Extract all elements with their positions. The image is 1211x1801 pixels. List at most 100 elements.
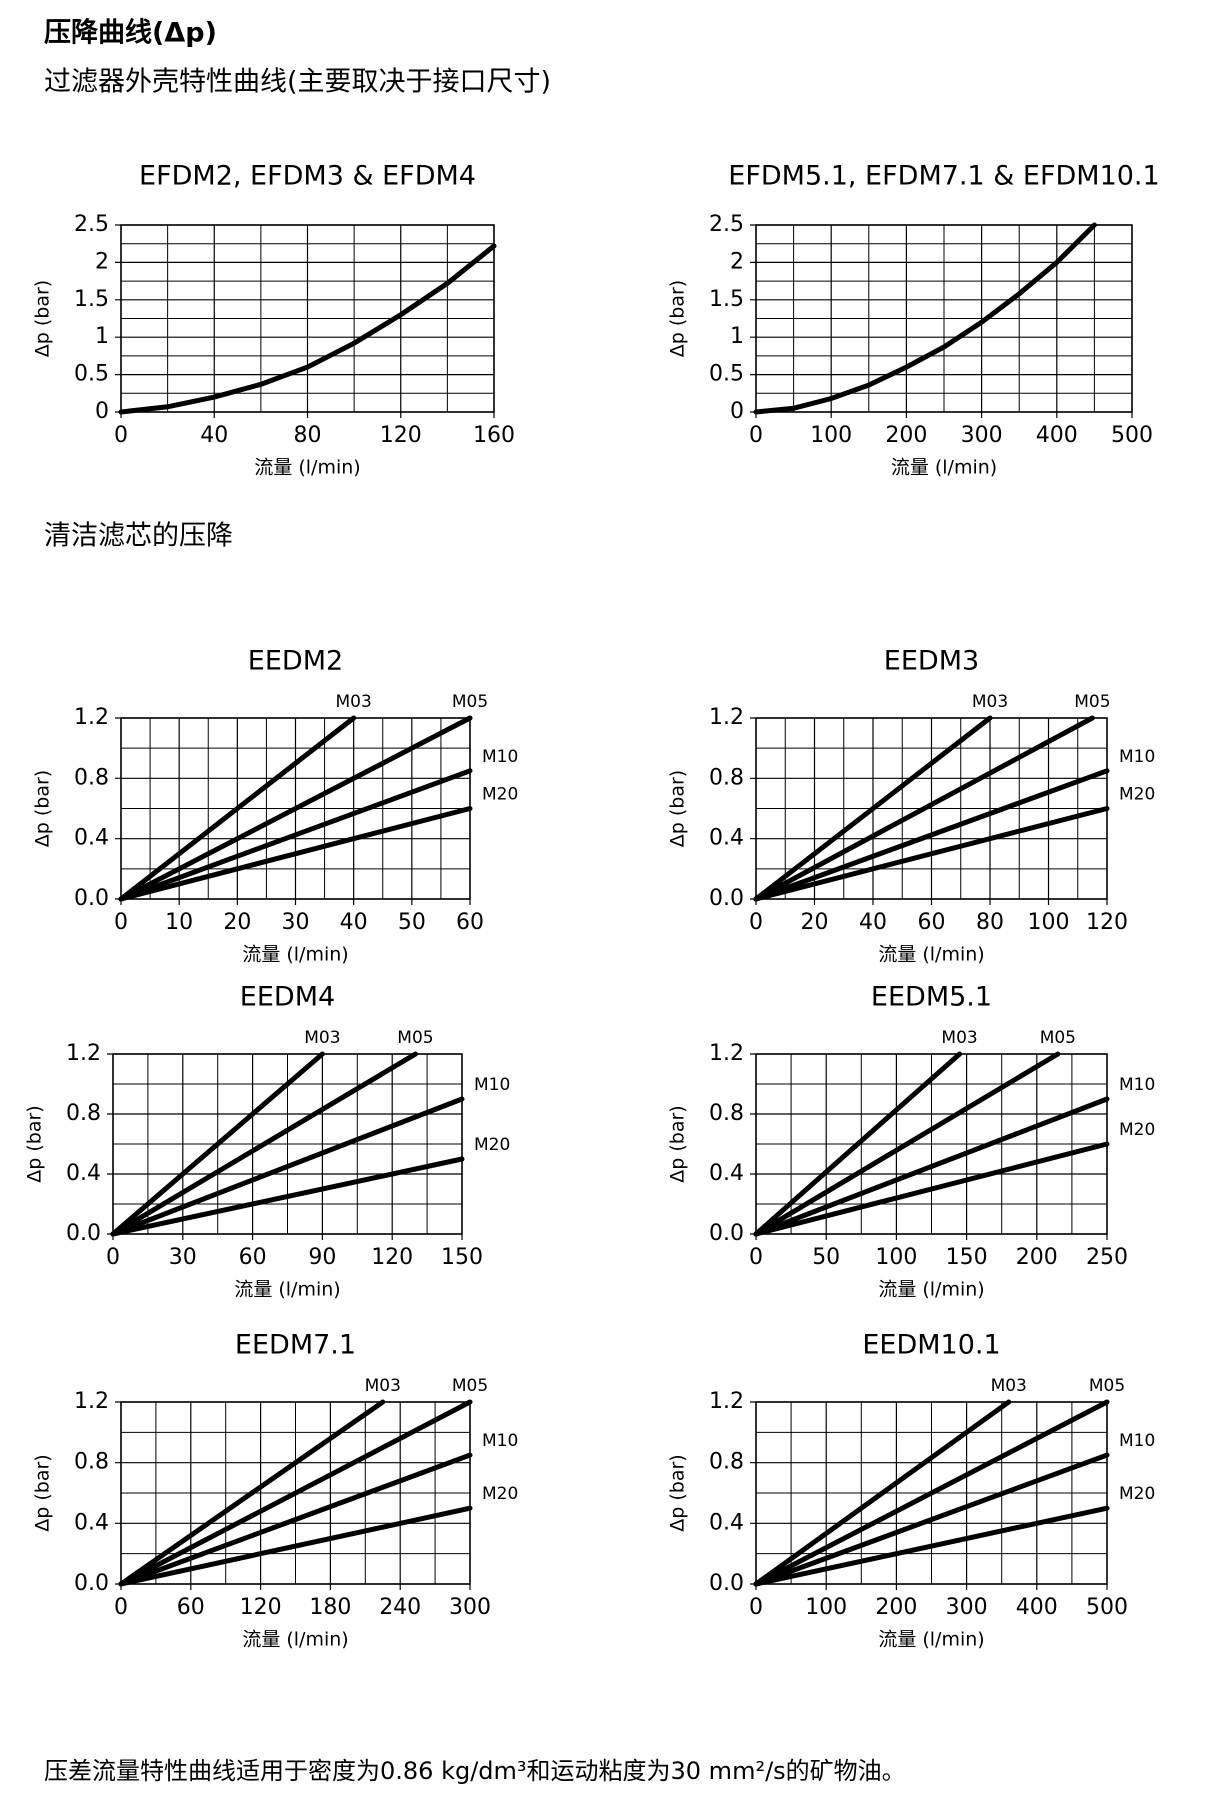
series-label: M20 (1119, 1120, 1155, 1140)
series-label: M20 (482, 1484, 518, 1504)
y-tick-label: 0.8 (74, 1450, 109, 1475)
data-line (118, 715, 473, 902)
plot-frame (755, 224, 1133, 413)
x-tick-label: 50 (812, 1245, 840, 1270)
x-tick-label: 20 (801, 910, 829, 935)
series-label: M05 (1040, 1028, 1076, 1048)
y-tick-label: 0.4 (709, 1510, 744, 1535)
x-tick-label: 0 (749, 1595, 763, 1620)
x-tick-label: 0 (749, 910, 763, 935)
x-tick-label: 90 (308, 1245, 336, 1270)
chart-title: EEDM5.1 (871, 982, 992, 1013)
data-line (753, 1399, 1012, 1587)
data-line (118, 1505, 473, 1587)
y-tick-label: 1.2 (709, 1389, 744, 1414)
x-tick-label: 300 (961, 423, 1003, 448)
series-label: M10 (1119, 747, 1155, 767)
y-tick-label: 0.4 (74, 1510, 109, 1535)
data-line (118, 1399, 473, 1587)
series-label: M10 (1119, 1075, 1155, 1095)
series-label: M05 (452, 1376, 488, 1396)
y-axis-label: Δp (bar) (32, 1454, 54, 1531)
page-title: 压降曲线(Δp) (44, 18, 217, 49)
y-tick-label: 0.8 (709, 1101, 744, 1126)
x-tick-label: 100 (805, 1595, 847, 1620)
y-tick-label: 0.0 (66, 1221, 101, 1246)
y-axis-label: Δp (bar) (667, 770, 689, 847)
footnote: 压差流量特性曲线适用于密度为0.86 kg/dm³和运动粘度为30 mm²/s的… (44, 1757, 906, 1785)
y-axis-label: Δp (bar) (667, 1454, 689, 1531)
series-label: M10 (474, 1075, 510, 1095)
y-axis-label: Δp (bar) (667, 1105, 689, 1182)
y-tick-label: 0.8 (709, 765, 744, 790)
y-tick-label: 0.0 (74, 886, 109, 911)
series-label: M20 (474, 1135, 510, 1155)
series-label: M10 (1119, 1431, 1155, 1451)
x-tick-label: 150 (441, 1245, 483, 1270)
data-line (753, 715, 1095, 902)
x-tick-label: 40 (200, 423, 228, 448)
data-line (118, 806, 473, 902)
x-tick-label: 240 (379, 1595, 421, 1620)
x-axis-label: 流量 (l/min) (878, 944, 984, 966)
data-line (118, 768, 473, 902)
series-label: M03 (365, 1376, 401, 1396)
y-tick-label: 0.8 (709, 1450, 744, 1475)
x-tick-label: 120 (240, 1595, 282, 1620)
y-tick-label: 2 (95, 249, 109, 274)
data-line (753, 1051, 1061, 1237)
y-tick-label: 0.0 (709, 1571, 744, 1596)
data-line (753, 1096, 1110, 1237)
y-tick-label: 1.2 (74, 1389, 109, 1414)
x-tick-label: 200 (885, 423, 927, 448)
chart-title: EFDM5.1, EFDM7.1 & EFDM10.1 (728, 161, 1159, 192)
plot-frame (120, 1401, 471, 1585)
x-tick-label: 100 (875, 1245, 917, 1270)
data-line (110, 1051, 325, 1237)
y-tick-label: 0.0 (709, 886, 744, 911)
data-line (110, 1096, 465, 1237)
data-line (753, 768, 1110, 902)
x-tick-label: 160 (473, 423, 515, 448)
y-tick-label: 0 (730, 399, 744, 424)
chart-title: EEDM7.1 (235, 1330, 356, 1361)
x-tick-label: 0 (749, 423, 763, 448)
x-tick-label: 60 (239, 1245, 267, 1270)
x-tick-label: 80 (294, 423, 322, 448)
x-axis-label: 流量 (l/min) (878, 1279, 984, 1301)
y-tick-label: 0.4 (74, 826, 109, 851)
y-tick-label: 1 (730, 324, 744, 349)
x-axis-label: 流量 (l/min) (242, 1629, 348, 1651)
series-label: M20 (1119, 1484, 1155, 1504)
plot-frame (755, 1401, 1108, 1585)
data-line (110, 1051, 418, 1237)
series-label: M03 (972, 692, 1008, 712)
y-tick-label: 0.5 (709, 362, 744, 387)
x-tick-label: 120 (371, 1245, 413, 1270)
y-tick-label: 1 (95, 324, 109, 349)
y-tick-label: 0.8 (74, 765, 109, 790)
x-tick-label: 250 (1086, 1245, 1128, 1270)
y-tick-label: 0 (95, 399, 109, 424)
y-tick-label: 0.0 (709, 1221, 744, 1246)
chart-title: EEDM10.1 (862, 1330, 1000, 1361)
x-axis-label: 流量 (l/min) (254, 457, 360, 479)
x-tick-label: 0 (114, 910, 128, 935)
x-axis-label: 流量 (l/min) (242, 944, 348, 966)
x-tick-label: 0 (114, 1595, 128, 1620)
x-tick-label: 400 (1036, 423, 1078, 448)
y-tick-label: 0.4 (66, 1161, 101, 1186)
x-tick-label: 120 (380, 423, 422, 448)
x-tick-label: 120 (1086, 910, 1128, 935)
series-label: M20 (1119, 785, 1155, 805)
y-tick-label: 1.2 (66, 1041, 101, 1066)
data-line (753, 1452, 1110, 1587)
series-label: M05 (397, 1028, 433, 1048)
plot-frame (120, 224, 495, 413)
data-line (118, 1399, 386, 1587)
y-tick-label: 1.5 (709, 287, 744, 312)
y-tick-label: 0.4 (709, 1161, 744, 1186)
x-tick-label: 300 (449, 1595, 491, 1620)
page-subtitle: 过滤器外壳特性曲线(主要取决于接口尺寸) (44, 67, 551, 98)
